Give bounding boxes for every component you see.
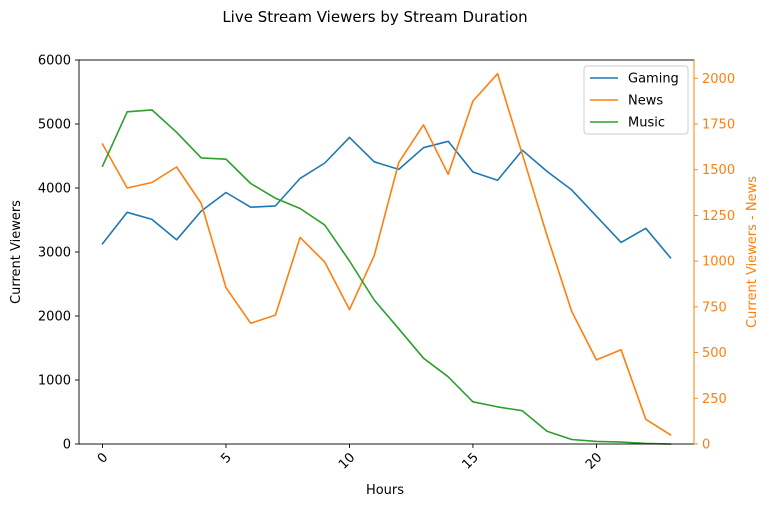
series-line-news — [101, 72, 672, 437]
y-tick-label-right: 0 — [702, 438, 710, 453]
x-tick-label: 5 — [218, 450, 234, 466]
ticks-layer: 0 5 10 15 20 0 1000 2000 3000 4000 5000 6000 0 250 500… — [38, 54, 735, 473]
chart-title: Live Stream Viewers by Stream Duration — [222, 8, 527, 26]
y-tick-label-right: 750 — [702, 300, 727, 315]
y-tick-label-right: 250 — [702, 392, 727, 407]
y-tick-label-right: 2000 — [702, 72, 735, 87]
legend: Gaming News Music — [583, 65, 689, 135]
lines-layer — [101, 72, 672, 445]
x-axis-label: Hours — [366, 483, 404, 498]
y-axis-label: Current Viewers — [9, 200, 24, 304]
y-tick-label: 2000 — [38, 310, 71, 325]
y-tick-label-right: 1750 — [702, 118, 735, 133]
y-tick-label: 4000 — [38, 182, 71, 197]
y-tick-label: 6000 — [38, 54, 71, 69]
legend-label-music: Music — [628, 116, 665, 131]
x-tick-label: 15 — [459, 450, 481, 472]
legend-label-news: News — [628, 94, 663, 109]
legend-label-gaming: Gaming — [628, 72, 679, 87]
y-tick-label-right: 1000 — [702, 255, 735, 270]
y-tick-label: 5000 — [38, 118, 71, 133]
series-line-music — [101, 109, 672, 445]
x-tick-label: 20 — [583, 450, 605, 472]
y-tick-label: 1000 — [38, 374, 71, 389]
y-tick-label: 3000 — [38, 246, 71, 261]
y-tick-label-right: 500 — [702, 346, 727, 361]
x-tick-label: 0 — [95, 450, 111, 466]
y-tick-label: 0 — [63, 438, 71, 453]
y-axis-label-right: Current Viewers - News — [745, 176, 760, 328]
y-tick-label-right: 1250 — [702, 209, 735, 224]
legend-box — [583, 65, 689, 135]
x-tick-label: 10 — [336, 450, 358, 472]
y-tick-label-right: 1500 — [702, 163, 735, 178]
series-line-gaming — [101, 136, 672, 259]
